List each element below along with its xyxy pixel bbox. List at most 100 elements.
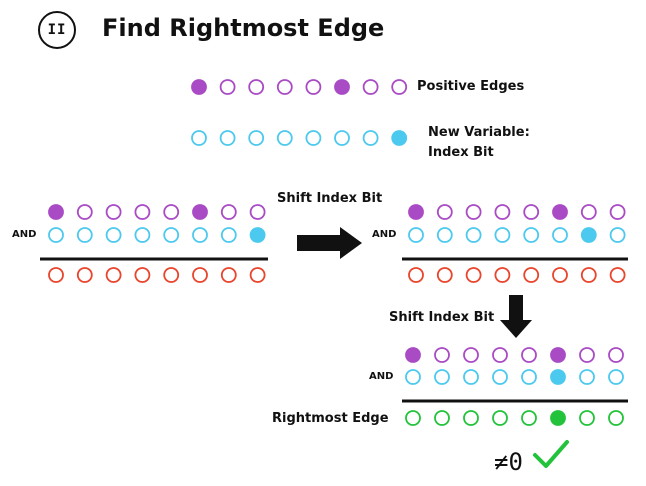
bit-filled [550,369,566,385]
bit-filled [552,204,568,220]
bit-empty [523,227,540,243]
bit-empty [580,204,597,220]
bit-empty [521,369,537,385]
bit-empty [408,227,424,243]
bit-filled [391,130,408,146]
bit-empty [463,369,479,385]
and-label-2: AND [372,229,397,240]
bit-empty [248,130,265,146]
bit-empty [134,267,151,283]
page-title: Find Rightmost Edge [102,14,385,42]
bit-empty [552,267,568,283]
bit-filled [249,227,266,243]
bit-empty [163,227,180,243]
badge-label: II [47,22,67,38]
nonzero-label: ≠0 [494,448,523,476]
bit-filled [48,204,64,220]
bit-filled [405,347,421,363]
bit-filled [408,204,424,220]
bit-empty [608,369,624,385]
bit-filled [580,227,597,243]
legend-positive-row [191,79,408,95]
bit-empty [494,204,511,220]
bit-empty [609,267,626,283]
bit-empty [305,130,322,146]
section-number-badge: II [38,11,76,49]
bit-empty [436,204,453,220]
step3-index-row [405,369,624,385]
bit-empty [521,347,537,363]
bit-empty [434,347,450,363]
step1-result-row [48,267,266,283]
bit-empty [305,79,322,95]
shift-label-2: Shift Index Bit [389,310,495,325]
bit-empty [191,130,207,146]
bit-empty [609,227,626,243]
bit-empty [334,130,350,146]
bit-empty [434,410,450,426]
check-icon [533,440,569,468]
bit-filled [334,79,350,95]
bit-empty [134,227,151,243]
bit-empty [48,227,64,243]
bit-empty [465,227,482,243]
and-label-1: AND [12,229,37,240]
bit-empty [163,204,180,220]
bit-empty [494,267,511,283]
step3-positive-row [405,347,624,363]
bit-empty [492,369,508,385]
bit-empty [492,347,508,363]
shift-label-1: Shift Index Bit [277,191,383,206]
bit-empty [219,79,236,95]
bit-empty [405,369,421,385]
legend-positive-label: Positive Edges [417,79,525,94]
bit-empty [523,267,540,283]
step1-index-row [48,227,266,243]
right-arrow-icon [297,227,362,259]
bit-rows [48,79,626,426]
bit-filled [550,410,566,426]
bit-empty [76,227,93,243]
bit-empty [579,369,595,385]
bit-empty [494,227,511,243]
bit-filled [191,79,207,95]
bit-empty [609,204,626,220]
bit-empty [48,267,64,283]
legend-index-label-line1: New Variable: [428,125,530,140]
bit-empty [408,267,424,283]
bit-empty [105,227,122,243]
bit-filled [192,204,208,220]
bit-empty [579,410,595,426]
bit-empty [436,227,453,243]
bit-empty [276,130,293,146]
bit-empty [436,267,453,283]
bit-empty [248,79,265,95]
bit-empty [608,347,624,363]
bit-empty [249,204,266,220]
bit-empty [192,227,208,243]
bit-empty [523,204,540,220]
bit-empty [434,369,450,385]
bit-empty [579,347,595,363]
step3-result-row [405,410,624,426]
bit-empty [580,267,597,283]
bit-empty [76,267,93,283]
bit-empty [220,227,237,243]
bit-empty [163,267,180,283]
bit-empty [465,204,482,220]
bit-empty [220,267,237,283]
bit-empty [276,79,293,95]
result-label: Rightmost Edge [272,411,389,426]
bit-empty [362,79,379,95]
bit-empty [492,410,508,426]
bit-empty [465,267,482,283]
bit-empty [249,267,266,283]
bit-filled [550,347,566,363]
bit-empty [608,410,624,426]
bit-empty [192,267,208,283]
and-label-3: AND [369,371,394,382]
step2-index-row [408,227,626,243]
bit-empty [105,267,122,283]
legend-index-label-line2: Index Bit [428,145,494,160]
bit-empty [463,410,479,426]
